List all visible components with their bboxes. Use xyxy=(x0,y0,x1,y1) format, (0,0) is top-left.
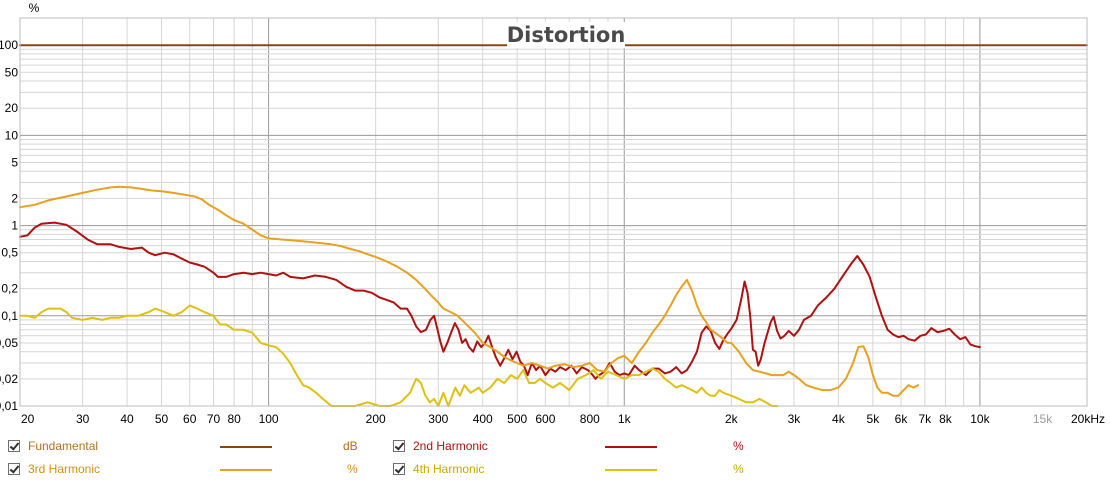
x-tick-label: 3k xyxy=(788,412,802,426)
y-tick-label: 0,01 xyxy=(0,399,18,413)
y-tick-label: 1 xyxy=(11,219,18,233)
3rd-harmonic-checkbox[interactable] xyxy=(8,463,20,475)
y-tick-label: 100 xyxy=(0,38,18,52)
y-tick-label: 10 xyxy=(5,128,19,142)
x-tick-label: 80 xyxy=(227,412,241,426)
y-tick-label: 2 xyxy=(11,191,18,205)
y-tick-label: 0,1 xyxy=(1,309,18,323)
x-tick-label: 70 xyxy=(207,412,221,426)
legend-item-2nd-harmonic[interactable]: 2nd Harmonic % xyxy=(393,438,773,458)
x-tick-label: 600 xyxy=(535,412,555,426)
x-tick-label: 4k xyxy=(832,412,846,426)
legend-unit: % xyxy=(733,439,744,453)
legend-label: Fundamental xyxy=(28,439,99,453)
legend: Fundamental dB 2nd Harmonic % 3rd Harmon… xyxy=(0,430,1110,488)
legend-unit: % xyxy=(733,462,744,476)
2nd-harmonic-checkbox[interactable] xyxy=(393,440,405,452)
x-tick-label: 20kHz xyxy=(1071,412,1105,426)
legend-line-swatch xyxy=(220,446,272,448)
y-tick-label: 0,02 xyxy=(0,372,18,386)
y-tick-label: 20 xyxy=(5,101,19,115)
legend-line-swatch xyxy=(605,446,657,448)
legend-line-swatch xyxy=(220,469,272,471)
x-tick-label: 50 xyxy=(155,412,169,426)
x-tick-label: 100 xyxy=(259,412,279,426)
plot-frame xyxy=(19,17,1088,407)
x-tick-label: 200 xyxy=(366,412,386,426)
3rd-harmonic-line xyxy=(19,185,920,397)
y-tick-label: 0,5 xyxy=(1,246,18,260)
y-tick-label: 50 xyxy=(5,65,19,79)
chart-title: Distortion xyxy=(507,23,626,47)
tick-labels: 1005020105210,50,20,10,050,020,012030405… xyxy=(0,38,1105,426)
x-tick-label: 15k xyxy=(1033,412,1053,426)
y-tick-label: 0,2 xyxy=(1,282,18,296)
distortion-chart: 1005020105210,50,20,10,050,020,012030405… xyxy=(0,1,1105,426)
x-tick-label: 6k xyxy=(895,412,909,426)
x-tick-label: 10k xyxy=(970,412,990,426)
x-tick-label: 400 xyxy=(473,412,493,426)
series-lines xyxy=(19,44,1088,407)
x-tick-label: 800 xyxy=(580,412,600,426)
x-tick-label: 30 xyxy=(76,412,90,426)
x-tick-label: 40 xyxy=(120,412,134,426)
legend-unit: % xyxy=(347,462,358,476)
fundamental-checkbox[interactable] xyxy=(8,440,20,452)
4th-harmonic-line xyxy=(19,304,779,407)
legend-line-swatch xyxy=(605,469,657,471)
x-tick-label: 300 xyxy=(428,412,448,426)
legend-label: 4th Harmonic xyxy=(413,462,485,476)
x-tick-label: 7k xyxy=(918,412,932,426)
x-tick-label: 500 xyxy=(507,412,527,426)
y-axis-unit-label: % xyxy=(29,1,40,15)
x-tick-label: 1k xyxy=(618,412,632,426)
x-tick-label: 20 xyxy=(21,412,35,426)
grid xyxy=(19,17,1088,407)
y-tick-label: 0,05 xyxy=(0,336,18,350)
x-tick-label: 2k xyxy=(725,412,739,426)
chart-title-group: Distortion xyxy=(507,22,626,48)
legend-label: 2nd Harmonic xyxy=(413,439,488,453)
legend-unit: dB xyxy=(343,439,358,453)
x-tick-label: 60 xyxy=(183,412,197,426)
legend-label: 3rd Harmonic xyxy=(28,462,101,476)
x-tick-label: 8k xyxy=(939,412,953,426)
4th-harmonic-checkbox[interactable] xyxy=(393,463,405,475)
x-tick-label: 5k xyxy=(867,412,881,426)
legend-item-fundamental[interactable]: Fundamental dB xyxy=(8,438,388,458)
2nd-harmonic-line xyxy=(19,221,981,380)
y-tick-label: 5 xyxy=(11,156,18,170)
legend-item-4th-harmonic[interactable]: 4th Harmonic % xyxy=(393,461,773,481)
legend-item-3rd-harmonic[interactable]: 3rd Harmonic % xyxy=(8,461,388,481)
